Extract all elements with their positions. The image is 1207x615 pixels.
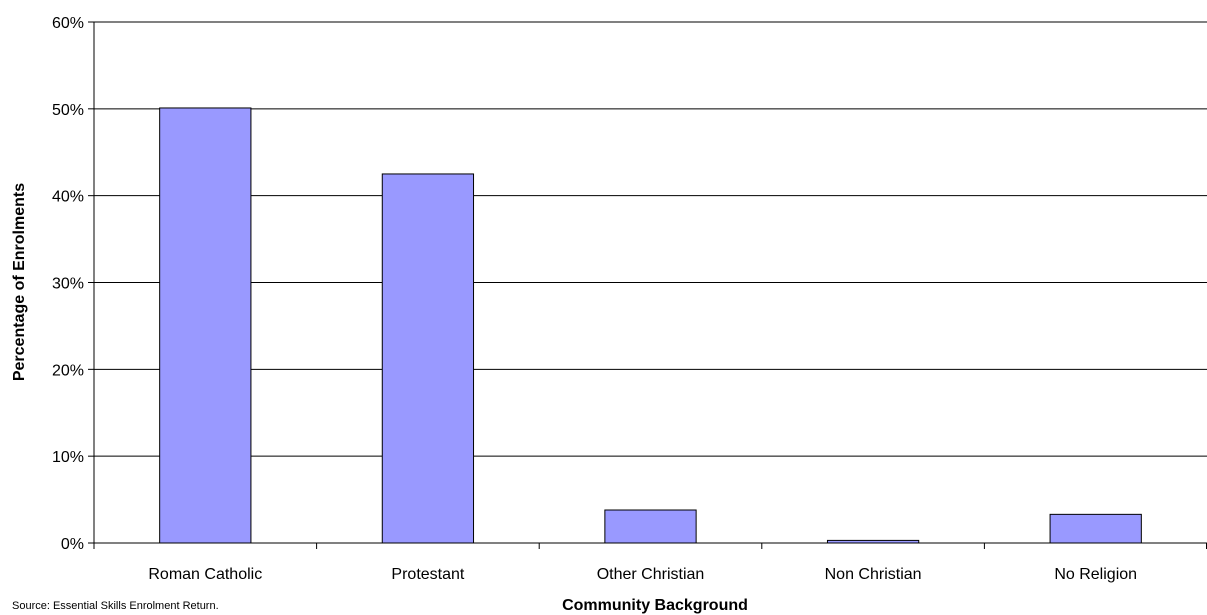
y-tick-label: 20% xyxy=(52,362,84,379)
bar xyxy=(159,107,252,544)
y-tick-label: 60% xyxy=(52,15,84,32)
y-tick-labels: 0% 10% 20% 30% 40% 50% 60% xyxy=(52,15,84,553)
y-tick-label: 40% xyxy=(52,189,84,206)
y-axis-title: Percentage of Enrolments xyxy=(11,183,28,381)
y-tick-label: 30% xyxy=(52,276,84,293)
axes xyxy=(88,21,1207,549)
bar xyxy=(604,509,697,544)
y-tick-label: 10% xyxy=(52,449,84,466)
x-tick-label: Non Christian xyxy=(825,566,922,583)
x-tick-label: Roman Catholic xyxy=(148,566,262,583)
x-axis-title: Community Background xyxy=(562,597,748,614)
y-tick-label: 0% xyxy=(61,536,84,553)
x-tick-label: Other Christian xyxy=(597,566,705,583)
x-tick-label: Protestant xyxy=(391,566,464,583)
gridlines xyxy=(94,21,1207,457)
source-note: Source: Essential Skills Enrolment Retur… xyxy=(12,600,219,612)
bar xyxy=(381,173,475,544)
bars xyxy=(159,107,1142,544)
y-tick-label: 50% xyxy=(52,102,84,119)
x-tick-labels: Roman Catholic Protestant Other Christian N… xyxy=(148,566,1137,583)
bar xyxy=(1049,513,1142,544)
x-tick-label: No Religion xyxy=(1054,566,1137,583)
